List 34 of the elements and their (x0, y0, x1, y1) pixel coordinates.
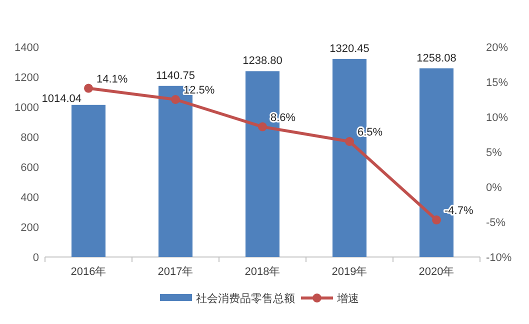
data-label: 1014.04 (42, 92, 82, 105)
y-tick-label: 1200 (14, 72, 39, 84)
y2-tick-label: 10% (486, 112, 508, 124)
point (432, 215, 441, 224)
y2-tick-label: 0% (486, 182, 502, 194)
data-label: 1258.08 (416, 52, 456, 64)
x-tick-label: 2020年 (418, 266, 454, 278)
data-label: 1238.80 (242, 55, 282, 68)
y-tick-label: 200 (20, 222, 39, 234)
point (84, 84, 93, 93)
data-label: 1140.75 (156, 70, 195, 82)
point (258, 122, 267, 132)
x-tick-label: 2016年 (70, 266, 106, 278)
y-tick-label: 0 (32, 252, 39, 264)
point (345, 137, 354, 146)
y2-tick-label: 20% (486, 42, 508, 54)
y-tick-label: 1400 (14, 42, 39, 54)
x-tick-label: 2018年 (244, 266, 280, 278)
y2-tick-label: -5% (486, 217, 506, 229)
legend-label: 增速 (336, 292, 359, 305)
legend-label: 社会消费品零售总额 (196, 292, 295, 305)
y-tick-label: 1000 (14, 102, 39, 114)
y-tick-label: 400 (20, 192, 39, 204)
y-tick-label: 600 (20, 162, 39, 174)
data-label: 14.1% (96, 73, 128, 86)
x-tick-label: 2019年 (332, 266, 368, 278)
y2-tick-label: -10% (486, 252, 512, 264)
bar (72, 104, 106, 257)
y-tick-label: 800 (20, 132, 39, 144)
y2-tick-label: 5% (486, 147, 502, 159)
data-label: 1320.45 (330, 42, 370, 55)
y2-tick-label: 15% (486, 77, 508, 89)
x-tick-label: 2017年 (158, 266, 194, 278)
point (171, 95, 180, 104)
